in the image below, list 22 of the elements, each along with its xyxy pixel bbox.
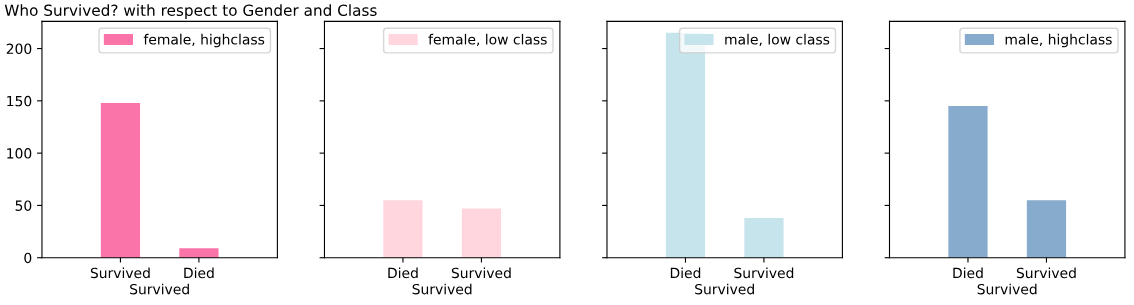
chart-title: Who Survived? with respect to Gender and Class <box>4 4 377 19</box>
x-tick-label: Survived <box>90 267 150 279</box>
x-tick-label: Died <box>184 267 214 279</box>
x-tick-label: Survived <box>734 267 794 279</box>
x-tick-label: Died <box>388 267 418 279</box>
legend-label: female, highclass <box>143 33 265 48</box>
legend-label: female, low class <box>428 33 547 47</box>
x-tick-label: Survived <box>451 267 511 279</box>
x-axis-title: Survived <box>412 283 472 295</box>
y-tick-label: 150 <box>7 95 32 107</box>
x-tick-label: Died <box>953 267 983 279</box>
y-tick-label: 100 <box>7 148 32 159</box>
x-tick-label: Died <box>670 267 701 279</box>
legend-label: male, low class <box>725 33 830 47</box>
x-axis-title: Survived <box>695 283 754 295</box>
y-tick-label: 50 <box>15 200 32 211</box>
legend-label: male, highclass <box>1005 33 1112 48</box>
x-axis-title: Survived <box>977 283 1037 295</box>
y-tick-label: 200 <box>6 43 32 55</box>
y-tick-label: 0 <box>24 252 32 264</box>
x-axis-title: Survived <box>130 283 189 295</box>
x-tick-label: Survived <box>1016 267 1076 279</box>
